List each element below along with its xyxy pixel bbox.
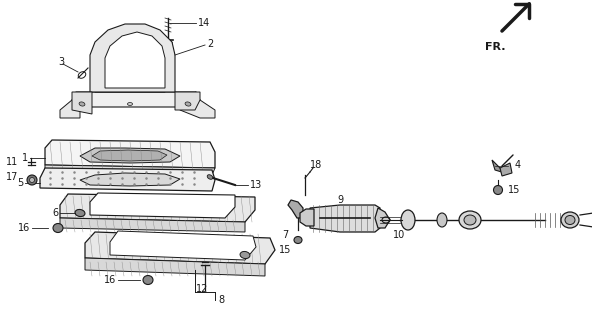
Ellipse shape bbox=[185, 102, 191, 106]
Polygon shape bbox=[288, 200, 303, 218]
Ellipse shape bbox=[464, 215, 476, 225]
Polygon shape bbox=[375, 208, 390, 228]
Polygon shape bbox=[95, 36, 165, 92]
Ellipse shape bbox=[75, 210, 85, 217]
Text: 14: 14 bbox=[198, 18, 210, 28]
Text: 8: 8 bbox=[218, 295, 224, 305]
Polygon shape bbox=[80, 173, 180, 186]
Text: 6: 6 bbox=[52, 208, 58, 218]
Polygon shape bbox=[60, 194, 255, 222]
Text: 3: 3 bbox=[58, 57, 64, 67]
Ellipse shape bbox=[53, 223, 63, 233]
Polygon shape bbox=[500, 163, 512, 176]
Ellipse shape bbox=[143, 276, 153, 284]
Text: 15: 15 bbox=[279, 245, 291, 255]
Polygon shape bbox=[180, 92, 215, 118]
Polygon shape bbox=[90, 193, 235, 218]
Ellipse shape bbox=[240, 252, 250, 259]
Ellipse shape bbox=[79, 102, 85, 106]
Text: 9: 9 bbox=[337, 195, 343, 205]
Text: 13: 13 bbox=[250, 180, 262, 190]
Polygon shape bbox=[92, 150, 167, 161]
Polygon shape bbox=[90, 24, 175, 92]
Polygon shape bbox=[110, 231, 256, 260]
Polygon shape bbox=[72, 92, 92, 114]
Text: 17: 17 bbox=[6, 172, 18, 182]
Polygon shape bbox=[85, 232, 275, 264]
Polygon shape bbox=[175, 92, 200, 110]
Text: 7: 7 bbox=[282, 230, 288, 240]
Ellipse shape bbox=[459, 211, 481, 229]
Ellipse shape bbox=[30, 178, 34, 182]
Ellipse shape bbox=[27, 175, 37, 185]
Polygon shape bbox=[85, 258, 265, 276]
Polygon shape bbox=[310, 205, 380, 232]
Text: 2: 2 bbox=[207, 39, 213, 49]
Ellipse shape bbox=[561, 212, 579, 228]
Text: 1: 1 bbox=[22, 153, 28, 163]
Polygon shape bbox=[45, 165, 215, 175]
Polygon shape bbox=[80, 148, 180, 163]
Text: 16: 16 bbox=[18, 223, 30, 233]
Polygon shape bbox=[492, 160, 505, 173]
Text: 10: 10 bbox=[393, 230, 406, 240]
Ellipse shape bbox=[437, 213, 447, 227]
Ellipse shape bbox=[565, 215, 575, 225]
Polygon shape bbox=[300, 209, 314, 226]
Text: 11: 11 bbox=[6, 157, 18, 167]
Ellipse shape bbox=[401, 210, 415, 230]
Polygon shape bbox=[60, 218, 245, 232]
Ellipse shape bbox=[207, 175, 213, 179]
Text: 15: 15 bbox=[508, 185, 520, 195]
Text: 4: 4 bbox=[515, 160, 521, 170]
Polygon shape bbox=[45, 140, 215, 168]
Text: 12: 12 bbox=[196, 284, 208, 294]
Text: FR.: FR. bbox=[485, 42, 506, 52]
Text: 5: 5 bbox=[17, 178, 23, 188]
Polygon shape bbox=[60, 100, 80, 118]
Text: 16: 16 bbox=[104, 275, 116, 285]
Ellipse shape bbox=[294, 236, 302, 244]
Ellipse shape bbox=[127, 102, 133, 106]
Polygon shape bbox=[72, 92, 200, 107]
Polygon shape bbox=[105, 32, 165, 88]
Ellipse shape bbox=[494, 186, 503, 195]
Polygon shape bbox=[40, 168, 215, 191]
Text: 18: 18 bbox=[310, 160, 322, 170]
